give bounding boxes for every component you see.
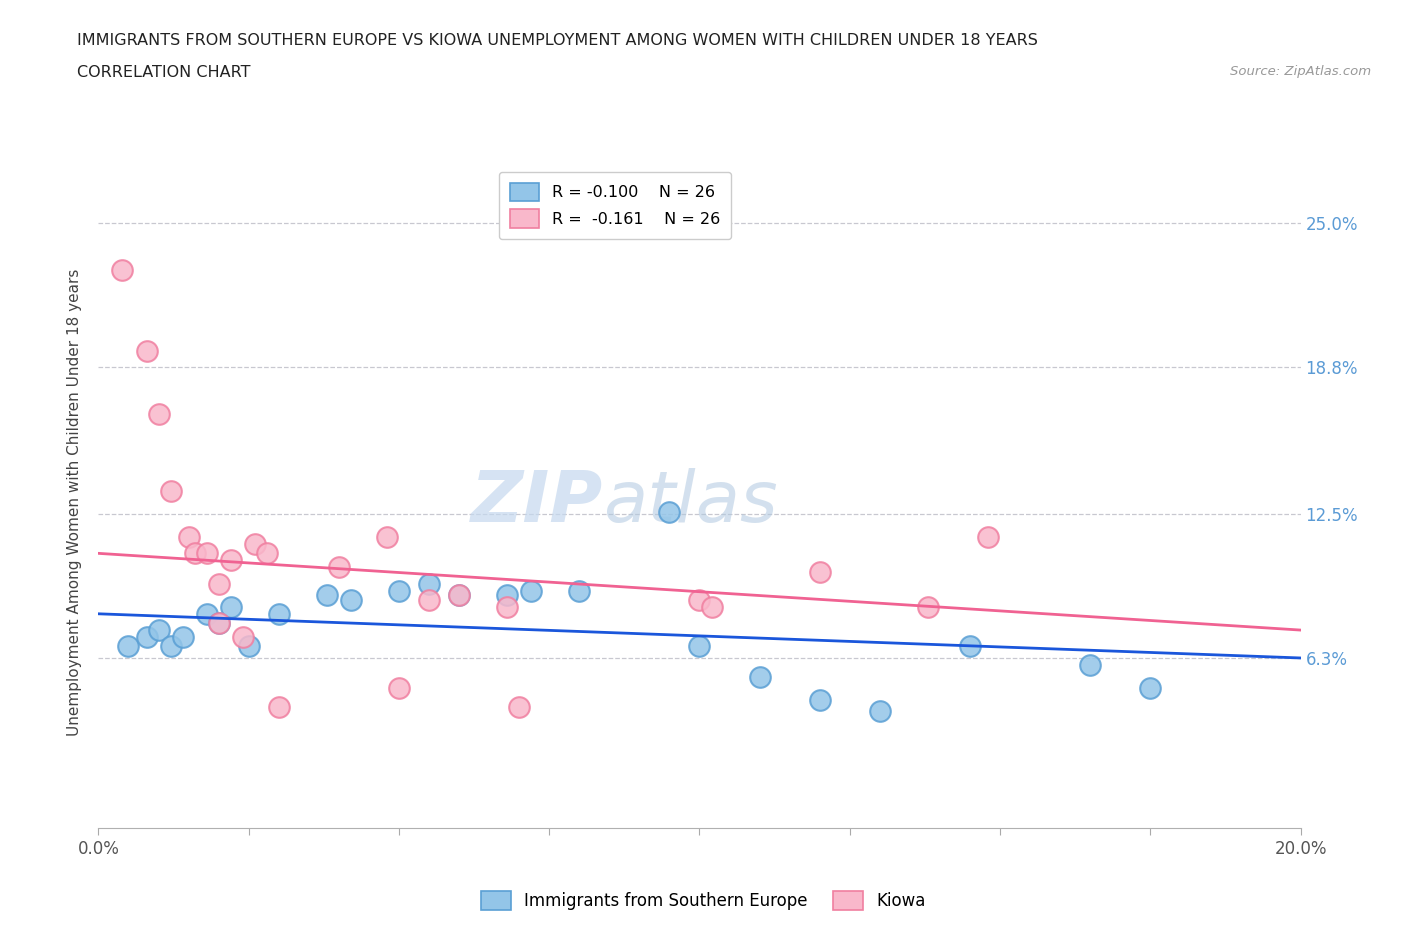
Point	[447, 588, 470, 603]
Point	[689, 639, 711, 654]
Point	[238, 639, 260, 654]
Point	[267, 606, 290, 621]
Point	[340, 592, 363, 607]
Point	[177, 530, 200, 545]
Point	[267, 699, 290, 714]
Text: atlas: atlas	[603, 468, 778, 537]
Point	[328, 560, 350, 575]
Point	[219, 552, 242, 567]
Point	[689, 592, 711, 607]
Point	[219, 600, 242, 615]
Text: ZIP: ZIP	[471, 468, 603, 537]
Point	[959, 639, 981, 654]
Point	[172, 630, 194, 644]
Point	[315, 588, 337, 603]
Point	[388, 681, 411, 696]
Point	[111, 262, 134, 277]
Point	[418, 592, 440, 607]
Point	[148, 406, 170, 421]
Point	[1078, 658, 1101, 672]
Text: IMMIGRANTS FROM SOUTHERN EUROPE VS KIOWA UNEMPLOYMENT AMONG WOMEN WITH CHILDREN : IMMIGRANTS FROM SOUTHERN EUROPE VS KIOWA…	[77, 33, 1038, 47]
Point	[496, 588, 519, 603]
Point	[159, 484, 181, 498]
Legend: Immigrants from Southern Europe, Kiowa: Immigrants from Southern Europe, Kiowa	[474, 884, 932, 917]
Point	[917, 600, 939, 615]
Point	[117, 639, 139, 654]
Legend: R = -0.100    N = 26, R =  -0.161    N = 26: R = -0.100 N = 26, R = -0.161 N = 26	[499, 172, 731, 239]
Point	[496, 600, 519, 615]
Point	[135, 344, 157, 359]
Point	[208, 616, 231, 631]
Point	[700, 600, 723, 615]
Point	[195, 606, 218, 621]
Point	[243, 537, 266, 551]
Point	[183, 546, 205, 561]
Point	[232, 630, 254, 644]
Point	[1139, 681, 1161, 696]
Point	[658, 504, 681, 519]
Point	[520, 583, 543, 598]
Point	[808, 692, 831, 708]
Point	[159, 639, 181, 654]
Point	[977, 530, 1000, 545]
Point	[748, 670, 770, 684]
Point	[508, 699, 530, 714]
Point	[135, 630, 157, 644]
Point	[869, 704, 891, 719]
Point	[418, 577, 440, 591]
Point	[447, 588, 470, 603]
Point	[375, 530, 398, 545]
Text: Source: ZipAtlas.com: Source: ZipAtlas.com	[1230, 65, 1371, 78]
Point	[808, 565, 831, 579]
Point	[148, 623, 170, 638]
Point	[195, 546, 218, 561]
Point	[568, 583, 591, 598]
Text: CORRELATION CHART: CORRELATION CHART	[77, 65, 250, 80]
Y-axis label: Unemployment Among Women with Children Under 18 years: Unemployment Among Women with Children U…	[67, 269, 83, 736]
Point	[388, 583, 411, 598]
Point	[208, 616, 231, 631]
Point	[256, 546, 278, 561]
Point	[208, 577, 231, 591]
